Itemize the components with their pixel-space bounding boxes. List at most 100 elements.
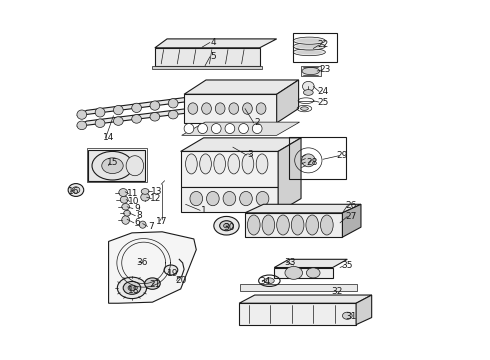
Ellipse shape (114, 105, 123, 115)
Ellipse shape (122, 216, 129, 224)
Ellipse shape (223, 192, 236, 206)
Ellipse shape (117, 277, 147, 298)
Ellipse shape (302, 67, 319, 75)
Ellipse shape (293, 49, 325, 56)
Ellipse shape (240, 192, 252, 206)
Ellipse shape (285, 266, 302, 279)
Ellipse shape (229, 103, 239, 114)
Polygon shape (181, 187, 278, 212)
Polygon shape (109, 232, 196, 303)
Ellipse shape (126, 156, 144, 176)
Ellipse shape (150, 101, 160, 110)
Ellipse shape (141, 189, 149, 194)
Polygon shape (239, 295, 372, 303)
Text: 4: 4 (211, 38, 216, 47)
Ellipse shape (123, 282, 141, 294)
Text: 35: 35 (342, 261, 353, 270)
Polygon shape (274, 267, 333, 278)
Ellipse shape (214, 216, 239, 235)
Ellipse shape (202, 103, 211, 114)
Ellipse shape (150, 112, 160, 121)
Ellipse shape (215, 103, 225, 114)
Text: 7: 7 (148, 222, 154, 231)
Ellipse shape (123, 210, 130, 216)
Ellipse shape (200, 154, 211, 174)
Text: 30: 30 (223, 222, 235, 231)
Ellipse shape (132, 103, 142, 112)
Ellipse shape (303, 90, 313, 95)
Polygon shape (155, 48, 260, 66)
Ellipse shape (206, 192, 219, 206)
Ellipse shape (187, 96, 196, 106)
Ellipse shape (92, 152, 133, 180)
Ellipse shape (262, 215, 275, 235)
Text: 36: 36 (136, 258, 147, 267)
Polygon shape (278, 138, 301, 212)
Ellipse shape (343, 312, 352, 319)
Ellipse shape (228, 154, 240, 174)
Ellipse shape (198, 123, 207, 134)
Text: 12: 12 (149, 194, 161, 203)
Text: 24: 24 (318, 87, 329, 96)
Text: 18: 18 (128, 285, 140, 294)
Polygon shape (239, 303, 356, 325)
Ellipse shape (68, 184, 84, 197)
Ellipse shape (184, 123, 194, 134)
Ellipse shape (306, 268, 320, 278)
Ellipse shape (293, 37, 325, 44)
Ellipse shape (77, 110, 87, 119)
Ellipse shape (214, 154, 225, 174)
Ellipse shape (77, 121, 87, 130)
Ellipse shape (168, 99, 178, 108)
Text: 20: 20 (175, 276, 186, 285)
Text: 28: 28 (307, 158, 318, 167)
Polygon shape (181, 138, 301, 152)
Ellipse shape (128, 285, 136, 291)
Polygon shape (277, 80, 298, 123)
Ellipse shape (256, 154, 268, 174)
Ellipse shape (300, 107, 308, 111)
Text: 11: 11 (127, 189, 139, 198)
Ellipse shape (256, 103, 266, 114)
Text: 9: 9 (134, 204, 140, 213)
Polygon shape (77, 96, 196, 116)
Polygon shape (274, 259, 347, 267)
Ellipse shape (293, 43, 325, 50)
Ellipse shape (139, 221, 146, 228)
Ellipse shape (296, 39, 322, 43)
Text: 8: 8 (136, 211, 142, 220)
Bar (87, 148, 147, 182)
Ellipse shape (306, 215, 318, 235)
Bar (289, 137, 346, 179)
Text: 19: 19 (167, 269, 179, 278)
Text: 26: 26 (345, 201, 357, 210)
Ellipse shape (225, 123, 235, 134)
Ellipse shape (186, 154, 197, 174)
Polygon shape (184, 80, 298, 94)
Text: 32: 32 (331, 287, 343, 296)
Ellipse shape (291, 215, 304, 235)
Polygon shape (240, 284, 357, 292)
Ellipse shape (102, 158, 123, 174)
Polygon shape (182, 122, 299, 135)
Ellipse shape (114, 117, 123, 125)
Text: 15: 15 (107, 158, 118, 167)
Text: 29: 29 (337, 151, 348, 160)
Text: 23: 23 (319, 66, 331, 75)
Text: 16: 16 (68, 187, 79, 196)
Ellipse shape (95, 119, 105, 127)
Text: 2: 2 (254, 118, 260, 127)
Ellipse shape (122, 203, 129, 210)
Ellipse shape (256, 192, 269, 206)
Polygon shape (184, 94, 277, 123)
Ellipse shape (211, 123, 221, 134)
Text: 10: 10 (128, 197, 140, 206)
Text: 34: 34 (260, 277, 271, 286)
Ellipse shape (242, 154, 254, 174)
Ellipse shape (239, 123, 248, 134)
Text: 13: 13 (150, 187, 162, 196)
Ellipse shape (141, 193, 149, 201)
Ellipse shape (252, 123, 262, 134)
Text: 21: 21 (149, 280, 161, 289)
Bar (301, 66, 320, 76)
